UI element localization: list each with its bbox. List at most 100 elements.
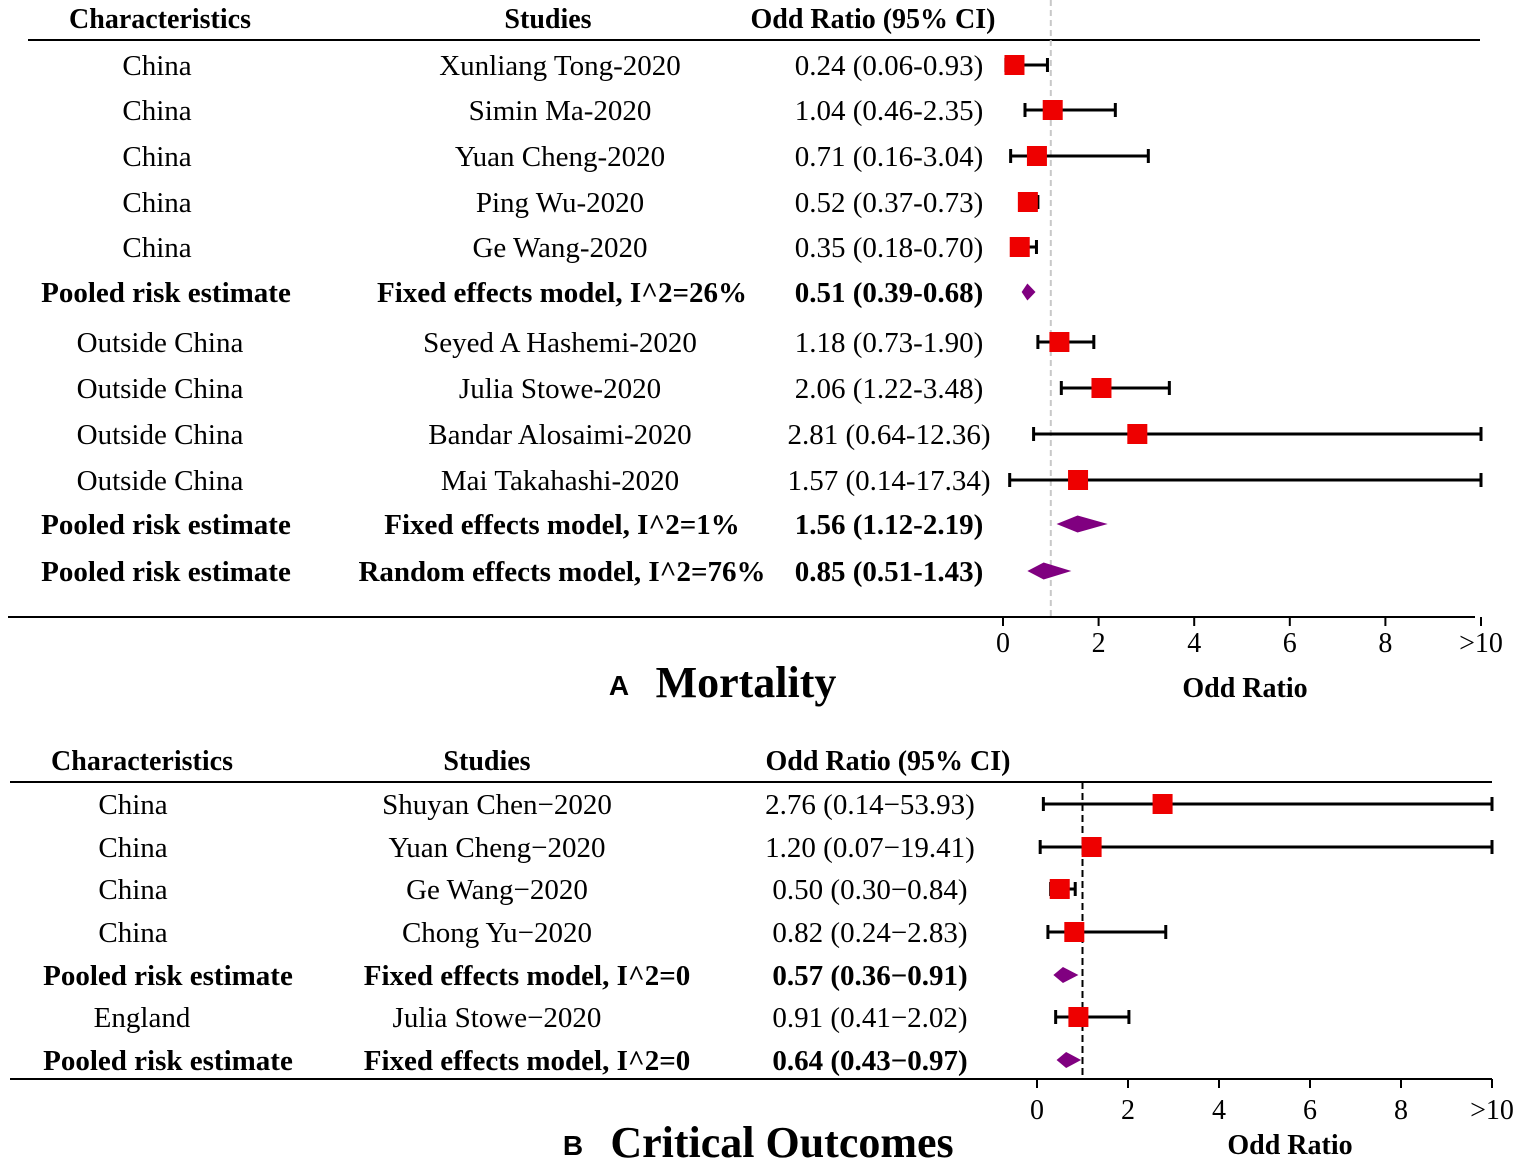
header-characteristics: Characteristics bbox=[51, 746, 233, 777]
study-name: Chong Yu−2020 bbox=[402, 917, 592, 949]
odds-ratio-marker bbox=[1152, 794, 1173, 814]
model-label: Fixed effects model, I^2=1% bbox=[384, 509, 740, 541]
characteristic-cell: China bbox=[122, 187, 191, 219]
pooled-label: Pooled risk estimate bbox=[41, 556, 291, 588]
odds-ratio-ci-text: 1.57 (0.14-17.34) bbox=[788, 465, 991, 497]
characteristic-cell: China bbox=[98, 874, 167, 906]
x-tick-label: 8 bbox=[1394, 1095, 1408, 1126]
panel-letter: A bbox=[609, 670, 629, 701]
odds-ratio-marker bbox=[1064, 922, 1085, 942]
odds-ratio-ci-text: 1.20 (0.07−19.41) bbox=[765, 832, 975, 864]
odds-ratio-ci-text: 0.50 (0.30−0.84) bbox=[772, 874, 967, 906]
odds-ratio-ci-text: 2.76 (0.14−53.93) bbox=[765, 789, 975, 821]
characteristic-cell: China bbox=[98, 789, 167, 821]
pooled-estimate-diamond bbox=[1027, 562, 1072, 580]
odds-ratio-ci-text: 1.04 (0.46-2.35) bbox=[795, 95, 983, 127]
odds-ratio-ci-text: 0.57 (0.36−0.91) bbox=[772, 960, 967, 992]
characteristic-cell: China bbox=[122, 141, 191, 173]
odds-ratio-ci-text: 1.18 (0.73-1.90) bbox=[795, 327, 983, 359]
panel-title: Mortality bbox=[656, 658, 837, 707]
study-name: Yuan Cheng-2020 bbox=[455, 141, 665, 173]
panel-title: Critical Outcomes bbox=[610, 1118, 953, 1166]
characteristic-cell: England bbox=[94, 1002, 191, 1034]
study-name: Yuan Cheng−2020 bbox=[389, 832, 606, 864]
x-tick-label: 2 bbox=[1121, 1095, 1135, 1126]
odds-ratio-ci-text: 0.35 (0.18-0.70) bbox=[795, 232, 983, 264]
odds-ratio-marker bbox=[1127, 424, 1148, 444]
odds-ratio-ci-text: 1.56 (1.12-2.19) bbox=[795, 509, 983, 541]
study-name: Bandar Alosaimi-2020 bbox=[428, 419, 691, 451]
pooled-label: Pooled risk estimate bbox=[41, 277, 291, 309]
characteristic-cell: China bbox=[122, 232, 191, 264]
pooled-estimate-diamond bbox=[1021, 283, 1036, 301]
pooled-estimate-diamond bbox=[1056, 1052, 1082, 1068]
odds-ratio-ci-text: 2.81 (0.64-12.36) bbox=[788, 419, 991, 451]
odds-ratio-ci-text: 0.91 (0.41−2.02) bbox=[772, 1002, 967, 1034]
odds-ratio-marker bbox=[1068, 470, 1089, 490]
odds-ratio-marker bbox=[1049, 332, 1070, 352]
odds-ratio-marker bbox=[1049, 879, 1070, 899]
x-tick-label: >10 bbox=[1470, 1095, 1514, 1126]
pooled-estimate-diamond bbox=[1053, 967, 1079, 983]
characteristic-cell: China bbox=[98, 832, 167, 864]
model-label: Fixed effects model, I^2=26% bbox=[377, 277, 747, 309]
odds-ratio-marker bbox=[1004, 55, 1025, 75]
x-axis-title: Odd Ratio bbox=[1182, 673, 1307, 704]
characteristic-cell: China bbox=[98, 917, 167, 949]
header-odd-ratio-ci: Odd Ratio (95% CI) bbox=[765, 746, 1010, 777]
odds-ratio-marker bbox=[1081, 837, 1102, 857]
x-tick-label: 6 bbox=[1303, 1095, 1317, 1126]
header-studies: Studies bbox=[504, 4, 591, 35]
x-tick-label: 4 bbox=[1212, 1095, 1226, 1126]
x-tick-label: >10 bbox=[1459, 628, 1503, 659]
odds-ratio-ci-text: 0.24 (0.06-0.93) bbox=[795, 50, 983, 82]
x-tick-label: 6 bbox=[1283, 628, 1297, 659]
study-name: Ge Wang−2020 bbox=[406, 874, 588, 906]
characteristic-cell: Outside China bbox=[77, 373, 244, 405]
x-tick-label: 4 bbox=[1187, 628, 1201, 659]
header-studies: Studies bbox=[443, 746, 530, 777]
odds-ratio-marker bbox=[1091, 378, 1112, 398]
characteristic-cell: Outside China bbox=[77, 419, 244, 451]
x-axis-title: Odd Ratio bbox=[1227, 1130, 1352, 1161]
x-tick-label: 0 bbox=[996, 628, 1010, 659]
odds-ratio-ci-text: 0.64 (0.43−0.97) bbox=[772, 1045, 967, 1077]
study-name: Ping Wu-2020 bbox=[476, 187, 644, 219]
characteristic-cell: China bbox=[122, 50, 191, 82]
odds-ratio-marker bbox=[1042, 100, 1063, 120]
characteristic-cell: China bbox=[122, 95, 191, 127]
characteristic-cell: Outside China bbox=[77, 327, 244, 359]
model-label: Fixed effects model, I^2=0 bbox=[364, 960, 691, 992]
odds-ratio-marker bbox=[1026, 146, 1047, 166]
odds-ratio-ci-text: 2.06 (1.22-3.48) bbox=[795, 373, 983, 405]
header-characteristics: Characteristics bbox=[69, 4, 251, 35]
odds-ratio-ci-text: 0.52 (0.37-0.73) bbox=[795, 187, 983, 219]
odds-ratio-ci-text: 0.71 (0.16-3.04) bbox=[795, 141, 983, 173]
odds-ratio-marker bbox=[1068, 1007, 1089, 1027]
pooled-label: Pooled risk estimate bbox=[41, 509, 291, 541]
x-tick-label: 0 bbox=[1030, 1095, 1044, 1126]
odds-ratio-marker bbox=[1017, 192, 1038, 212]
odds-ratio-ci-text: 0.82 (0.24−2.83) bbox=[772, 917, 967, 949]
study-name: Simin Ma-2020 bbox=[469, 95, 652, 127]
study-name: Mai Takahashi-2020 bbox=[441, 465, 679, 497]
panel-letter: B bbox=[563, 1130, 583, 1161]
model-label: Random effects model, I^2=76% bbox=[358, 556, 765, 588]
study-name: Julia Stowe−2020 bbox=[393, 1002, 602, 1034]
study-name: Seyed A Hashemi-2020 bbox=[423, 327, 697, 359]
model-label: Fixed effects model, I^2=0 bbox=[364, 1045, 691, 1077]
x-tick-label: 8 bbox=[1378, 628, 1392, 659]
pooled-label: Pooled risk estimate bbox=[43, 960, 293, 992]
odds-ratio-marker bbox=[1009, 237, 1030, 257]
study-name: Xunliang Tong-2020 bbox=[439, 50, 681, 82]
odds-ratio-ci-text: 0.85 (0.51-1.43) bbox=[795, 556, 983, 588]
study-name: Shuyan Chen−2020 bbox=[382, 789, 612, 821]
pooled-label: Pooled risk estimate bbox=[43, 1045, 293, 1077]
odds-ratio-ci-text: 0.51 (0.39-0.68) bbox=[795, 277, 983, 309]
pooled-estimate-diamond bbox=[1056, 515, 1108, 533]
x-tick-label: 2 bbox=[1092, 628, 1106, 659]
characteristic-cell: Outside China bbox=[77, 465, 244, 497]
study-name: Ge Wang-2020 bbox=[472, 232, 647, 264]
